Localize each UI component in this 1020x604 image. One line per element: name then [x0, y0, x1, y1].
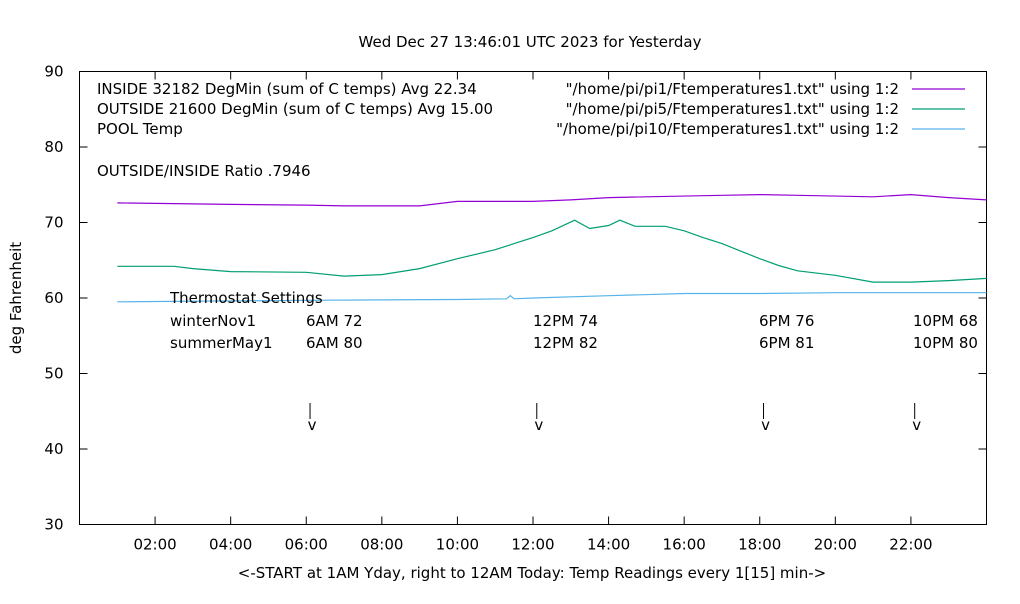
y-tick-label: 50: [44, 365, 63, 383]
x-tick-label: 08:00: [360, 536, 403, 554]
x-tick-label: 06:00: [285, 536, 328, 554]
x-tick-label: 18:00: [738, 536, 781, 554]
chart-title: Wed Dec 27 13:46:01 UTC 2023 for Yesterd…: [359, 33, 702, 51]
y-tick-label: 40: [44, 440, 63, 458]
thermostat-value: 6PM 76: [759, 312, 814, 330]
y-tick-label: 90: [44, 63, 63, 81]
arrow-head: v: [308, 416, 317, 434]
x-tick-label: 10:00: [436, 536, 479, 554]
arrow-head: v: [534, 416, 543, 434]
thermostat-value: 6AM 72: [306, 312, 363, 330]
x-tick-label: 04:00: [209, 536, 252, 554]
thermostat-value: 10PM 80: [913, 334, 978, 352]
x-tick-label: 16:00: [663, 536, 706, 554]
y-tick-label: 30: [44, 516, 63, 534]
x-tick-label: 12:00: [511, 536, 554, 554]
series-line-2: [117, 292, 987, 303]
y-tick-label: 80: [44, 138, 63, 156]
legend-source: "/home/pi/pi10/Ftemperatures1.txt" using…: [556, 120, 899, 138]
y-tick-label: 70: [44, 214, 63, 232]
x-tick-label: 22:00: [889, 536, 932, 554]
thermostat-value: 10PM 68: [913, 312, 978, 330]
thermostat-title: Thermostat Settings: [169, 289, 323, 307]
legend-source: "/home/pi/pi1/Ftemperatures1.txt" using …: [566, 80, 899, 98]
arrow-head: v: [912, 416, 921, 434]
y-axis-label: deg Fahrenheit: [7, 242, 25, 354]
x-tick-label: 14:00: [587, 536, 630, 554]
legend-name: OUTSIDE 21600 DegMin (sum of C temps) Av…: [97, 100, 493, 118]
thermostat-value: 6PM 81: [759, 334, 814, 352]
ratio-label: OUTSIDE/INSIDE Ratio .7946: [97, 162, 311, 180]
thermostat-value: 12PM 74: [533, 312, 598, 330]
legend-name: POOL Temp: [97, 120, 183, 138]
legend-name: INSIDE 32182 DegMin (sum of C temps) Avg…: [97, 80, 477, 98]
series-line-0: [117, 193, 987, 207]
y-tick-label: 60: [44, 289, 63, 307]
thermostat-value: 6AM 80: [306, 334, 363, 352]
thermostat-row-label: summerMay1: [170, 334, 273, 352]
series-line-1: [117, 219, 987, 283]
thermostat-value: 12PM 82: [533, 334, 598, 352]
x-axis-label: <-START at 1AM Yday, right to 12AM Today…: [238, 564, 826, 582]
x-tick-label: 20:00: [814, 536, 857, 554]
thermostat-row-label: winterNov1: [170, 312, 256, 330]
arrow-head: v: [761, 416, 770, 434]
x-tick-label: 02:00: [133, 536, 176, 554]
legend-source: "/home/pi/pi5/Ftemperatures1.txt" using …: [566, 100, 899, 118]
